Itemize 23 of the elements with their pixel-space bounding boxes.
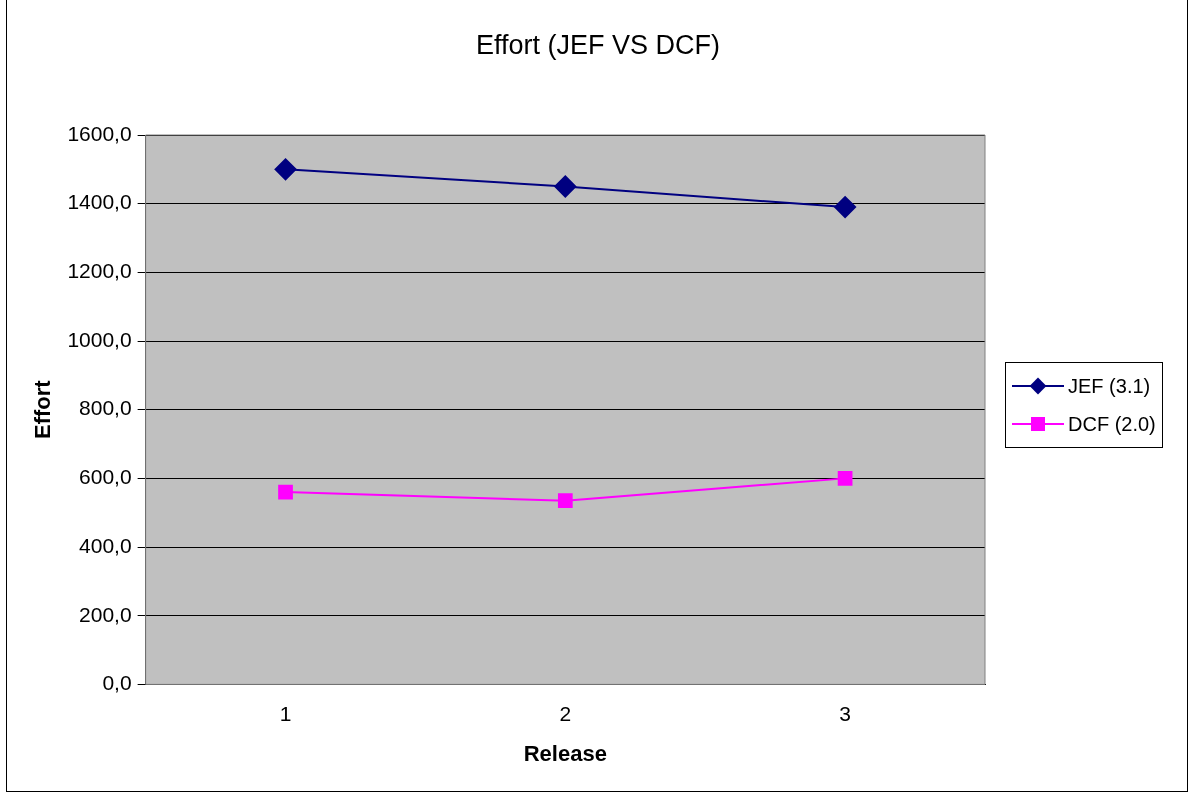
y-axis-title: Effort — [30, 379, 56, 440]
point — [557, 493, 573, 509]
legend-label: JEF (3.1) — [1068, 374, 1151, 398]
y-tick-label: 1200,0 — [67, 259, 132, 283]
y-tick-label: 400,0 — [79, 533, 132, 557]
y-tick-label: 1600,0 — [67, 121, 132, 145]
point — [837, 471, 853, 486]
point — [278, 484, 293, 500]
y-tick-label: 1000,0 — [67, 327, 132, 351]
point — [274, 158, 297, 181]
y-tick-label: 0,0 — [102, 671, 132, 695]
x-tick-label: 2 — [559, 701, 572, 725]
x-axis-title: Release — [523, 740, 607, 766]
y-tick-label: 1400,0 — [67, 190, 132, 214]
y-tick-label: 200,0 — [79, 602, 132, 626]
y-tick-label: 600,0 — [79, 465, 132, 489]
y-tick-label: 800,0 — [79, 396, 132, 420]
chart-title: Effort (JEF VS DCF) — [475, 30, 721, 61]
x-tick-label: 1 — [279, 701, 292, 725]
x-tick-label: 3 — [839, 701, 851, 725]
point — [834, 196, 857, 219]
legend-label: DCF (2.0) — [1068, 412, 1156, 436]
point — [554, 175, 577, 198]
